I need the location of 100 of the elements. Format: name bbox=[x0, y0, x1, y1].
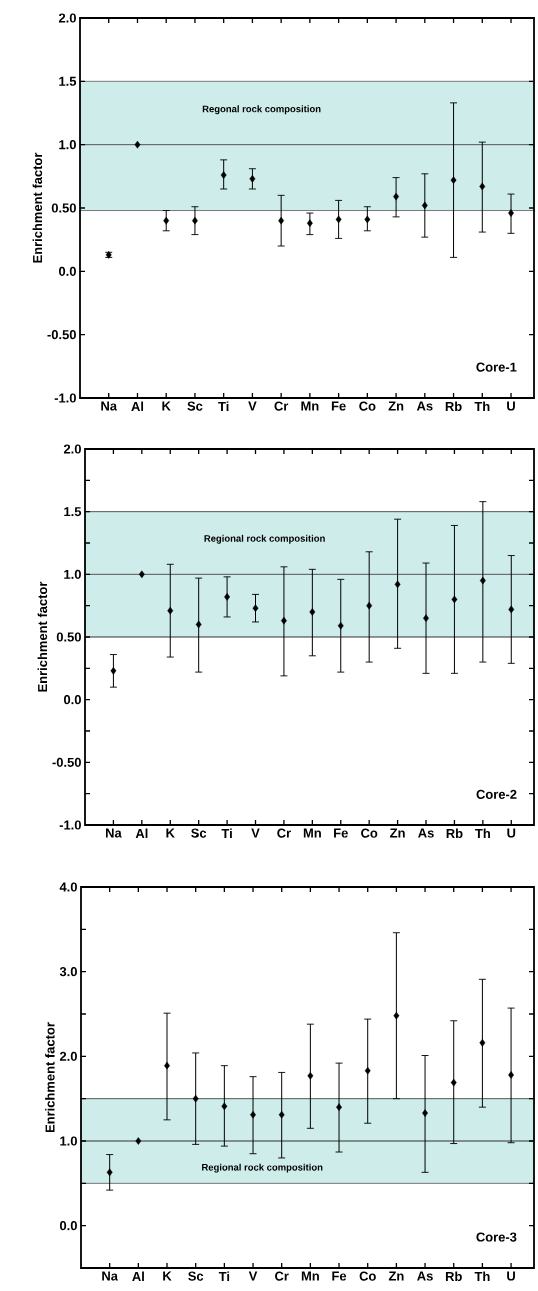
point bbox=[221, 1102, 228, 1111]
y-tick-label: 1.0 bbox=[59, 140, 76, 150]
y-tick-label: 4.0 bbox=[59, 882, 77, 892]
x-tick-label: Na bbox=[101, 401, 118, 411]
x-tick-label: U bbox=[507, 401, 515, 411]
point bbox=[134, 140, 141, 149]
point bbox=[479, 1039, 486, 1047]
y-tick-label: 0.50 bbox=[51, 203, 76, 213]
y-axis-title: Enrichment factor bbox=[45, 1022, 55, 1133]
y-tick-label: 2.0 bbox=[63, 444, 81, 454]
x-tick-label: Ti bbox=[218, 1271, 230, 1281]
y-tick-label: 0.0 bbox=[63, 695, 81, 705]
x-tick-label: Cr bbox=[277, 828, 291, 838]
x-tick-label: Ti bbox=[221, 828, 232, 838]
point bbox=[138, 570, 145, 579]
x-tick-label: V bbox=[248, 401, 257, 411]
point bbox=[337, 621, 344, 630]
point bbox=[307, 1072, 314, 1080]
x-tick-label: Mn bbox=[301, 1271, 319, 1281]
point bbox=[306, 219, 313, 227]
x-tick-label: Co bbox=[359, 401, 376, 411]
point bbox=[192, 1094, 199, 1103]
band-label: Regional rock composition bbox=[202, 1163, 323, 1173]
y-tick-label: -0.50 bbox=[52, 757, 81, 767]
x-tick-label: Th bbox=[475, 828, 490, 838]
x-tick-label: V bbox=[251, 828, 260, 838]
x-tick-label: Zn bbox=[388, 1271, 404, 1281]
y-axis-title: Enrichment factor bbox=[32, 152, 43, 263]
point bbox=[479, 576, 486, 585]
y-tick-label: 2.0 bbox=[59, 1051, 77, 1061]
x-tick-label: Mn bbox=[301, 401, 319, 411]
x-tick-label: Co bbox=[361, 828, 378, 838]
point bbox=[249, 175, 256, 183]
x-tick-label: Ti bbox=[218, 401, 229, 411]
band-label: Regonal rock composition bbox=[202, 105, 321, 115]
x-tick-label: V bbox=[248, 1271, 258, 1281]
x-tick-label: Rb bbox=[446, 828, 463, 839]
point bbox=[366, 601, 373, 610]
x-tick-label: Rb bbox=[445, 401, 462, 412]
point bbox=[422, 1109, 428, 1117]
x-tick-label: Na bbox=[106, 828, 122, 838]
y-tick-label: -1.0 bbox=[54, 393, 76, 403]
x-tick-label: Al bbox=[132, 1271, 144, 1281]
point bbox=[309, 608, 316, 616]
x-tick-label: Na bbox=[102, 1271, 119, 1281]
x-tick-label: Al bbox=[135, 828, 148, 838]
point bbox=[195, 620, 202, 629]
annotation: Core-2 bbox=[476, 789, 517, 799]
x-tick-label: Mn bbox=[303, 828, 321, 838]
y-tick-label: 0.0 bbox=[59, 1221, 77, 1231]
point bbox=[421, 201, 428, 210]
point bbox=[110, 667, 117, 675]
point bbox=[106, 1168, 113, 1177]
x-tick-label: Cr bbox=[274, 401, 289, 411]
x-tick-label: Fe bbox=[331, 401, 346, 411]
x-tick-label: As bbox=[417, 1271, 433, 1281]
x-tick-label: Fe bbox=[332, 1271, 347, 1281]
y-tick-label: 2.0 bbox=[58, 13, 76, 23]
x-tick-label: Sc bbox=[191, 828, 207, 838]
point bbox=[508, 605, 515, 614]
point bbox=[450, 176, 457, 184]
y-tick-label: 0.50 bbox=[56, 632, 81, 642]
y-tick-label: 3.0 bbox=[59, 967, 77, 977]
x-tick-label: Th bbox=[474, 401, 490, 411]
x-tick-label: Zn bbox=[390, 828, 405, 838]
point bbox=[393, 1011, 400, 1020]
annotation: Core-3 bbox=[476, 1232, 517, 1242]
x-tick-label: Rb bbox=[445, 1271, 462, 1282]
point bbox=[167, 606, 174, 615]
x-tick-label: Fe bbox=[334, 828, 348, 838]
annotation: Core-1 bbox=[476, 362, 517, 372]
point bbox=[163, 216, 170, 225]
y-tick-label: 1.5 bbox=[59, 76, 77, 86]
band-label: Regional rock composition bbox=[204, 534, 325, 544]
x-tick-label: As bbox=[416, 401, 433, 411]
point bbox=[336, 1103, 342, 1111]
x-tick-label: K bbox=[166, 828, 175, 838]
x-tick-label: K bbox=[162, 401, 171, 411]
point bbox=[278, 216, 285, 225]
point bbox=[335, 215, 342, 224]
point bbox=[508, 209, 514, 217]
point bbox=[479, 182, 486, 191]
x-tick-label: Sc bbox=[187, 401, 203, 411]
point bbox=[450, 1078, 457, 1087]
point bbox=[224, 593, 230, 601]
x-tick-label: U bbox=[507, 1271, 515, 1281]
x-tick-label: K bbox=[163, 1271, 172, 1281]
y-tick-label: 1.0 bbox=[60, 1136, 77, 1146]
y-tick-label: 1.5 bbox=[64, 507, 82, 517]
x-tick-label: Al bbox=[131, 401, 144, 411]
x-tick-label: Co bbox=[359, 1271, 376, 1281]
y-tick-label: -0.50 bbox=[47, 330, 76, 340]
point bbox=[508, 1071, 514, 1079]
y-tick-label: 0.0 bbox=[58, 266, 76, 276]
x-tick-label: Cr bbox=[275, 1271, 289, 1281]
y-axis-title: Enrichment factor bbox=[37, 581, 48, 692]
y-tick-label: -1.0 bbox=[59, 820, 81, 830]
point bbox=[135, 1137, 142, 1145]
point bbox=[278, 1110, 285, 1119]
point bbox=[364, 1066, 371, 1075]
